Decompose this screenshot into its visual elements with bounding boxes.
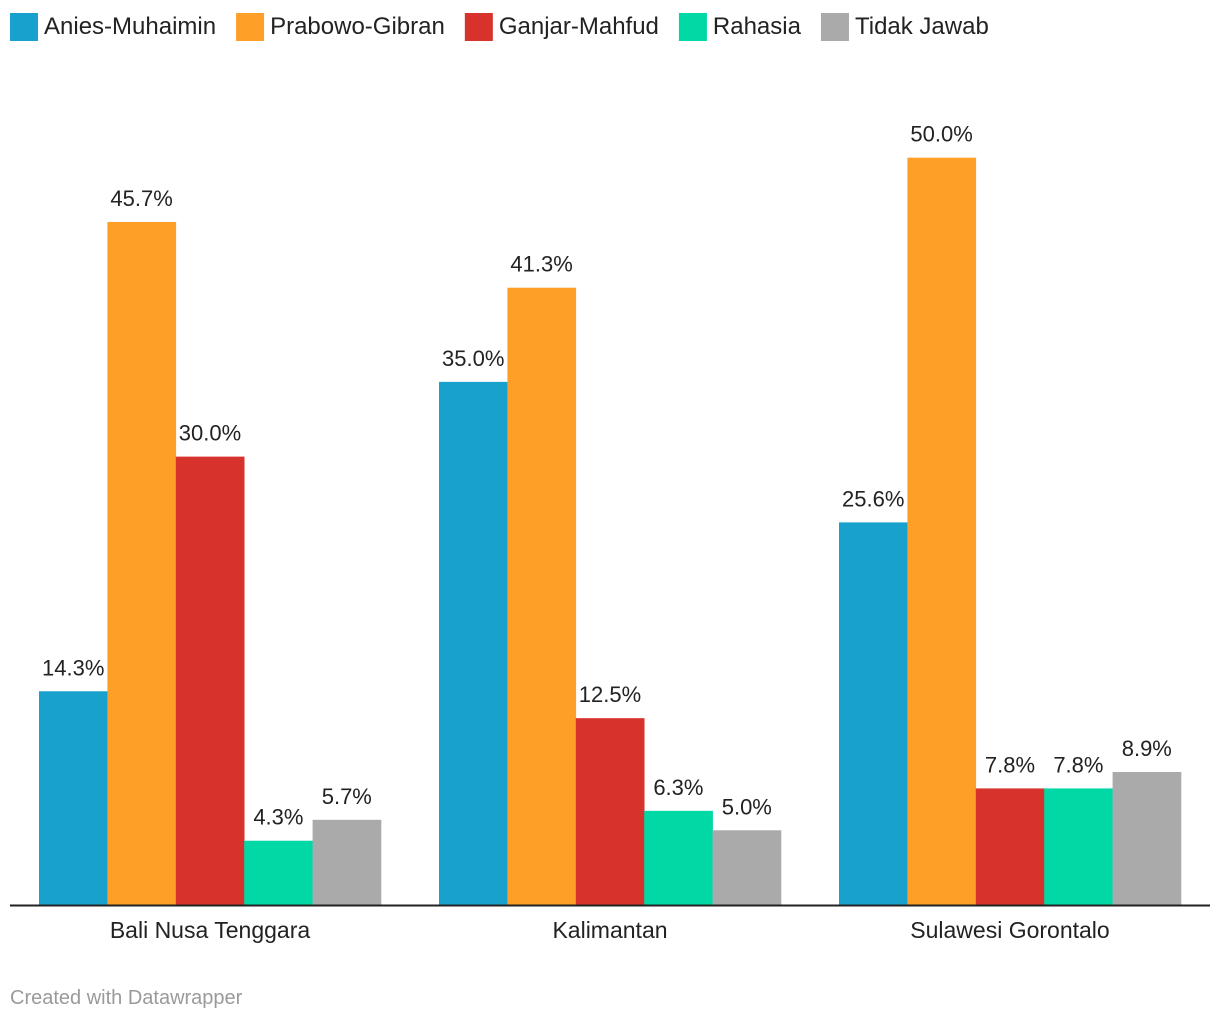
legend-swatch [678, 13, 707, 41]
bar [575, 718, 645, 905]
legend-swatch [10, 13, 38, 41]
bar [107, 221, 177, 905]
data-label: 6.3% [653, 775, 703, 800]
legend-item: Ganjar-Mahfud [464, 13, 659, 41]
legend-item: Anies-Muhaimin [10, 13, 216, 41]
bars-layer [39, 157, 1182, 906]
data-label: 14.3% [42, 655, 104, 680]
bar [907, 157, 977, 905]
legend-label: Tidak Jawab [855, 13, 989, 40]
category-label: Sulawesi Gorontalo [910, 917, 1109, 943]
legend-label: Rahasia [713, 13, 802, 40]
data-label: 25.6% [842, 486, 904, 511]
data-label: 35.0% [442, 346, 504, 371]
bar [839, 522, 908, 905]
legend-item: Prabowo-Gibran [236, 13, 445, 41]
data-label: 45.7% [110, 186, 172, 211]
legend-swatch [236, 13, 265, 41]
bar [712, 830, 782, 905]
category-label: Kalimantan [552, 917, 667, 943]
category-label: Bali Nusa Tenggara [110, 917, 311, 943]
legend-label: Ganjar-Mahfud [499, 13, 659, 40]
bar [439, 381, 508, 906]
credit-text: Created with Datawrapper [10, 987, 243, 1009]
data-label: 7.8% [985, 752, 1035, 777]
bar [1112, 771, 1182, 905]
data-label: 7.8% [1053, 752, 1103, 777]
bar [312, 819, 382, 905]
data-label: 41.3% [510, 252, 572, 277]
bar [507, 287, 577, 906]
legend-swatch [464, 13, 493, 41]
value-labels-layer: 14.3% 45.7% 30.0% 4.3% 5.7% 35.0% 41.3% 12.5% 6.… [42, 122, 1172, 830]
legend-item: Rahasia [678, 13, 802, 41]
category-labels-layer: Bali Nusa Tenggara Kalimantan Sulawesi Gor… [110, 917, 1110, 943]
bar [244, 840, 313, 905]
data-label: 5.7% [322, 784, 372, 809]
bar [39, 691, 108, 905]
legend-item: Tidak Jawab [820, 13, 989, 41]
legend-label: Anies-Muhaimin [44, 13, 216, 40]
data-label: 5.0% [722, 794, 772, 819]
data-label: 12.5% [579, 682, 641, 707]
bar [644, 810, 713, 905]
data-label: 50.0% [910, 122, 972, 147]
data-label: 4.3% [253, 805, 303, 830]
data-label: 8.9% [1122, 736, 1172, 761]
legend-label: Prabowo-Gibran [270, 13, 445, 40]
bar [975, 788, 1045, 905]
bar [175, 456, 245, 905]
data-label: 30.0% [179, 421, 241, 446]
legend-swatch [820, 13, 849, 41]
legend: Anies-Muhaimin Prabowo-Gibran Ganjar-Mahfu… [10, 13, 989, 41]
bar [1044, 788, 1113, 905]
